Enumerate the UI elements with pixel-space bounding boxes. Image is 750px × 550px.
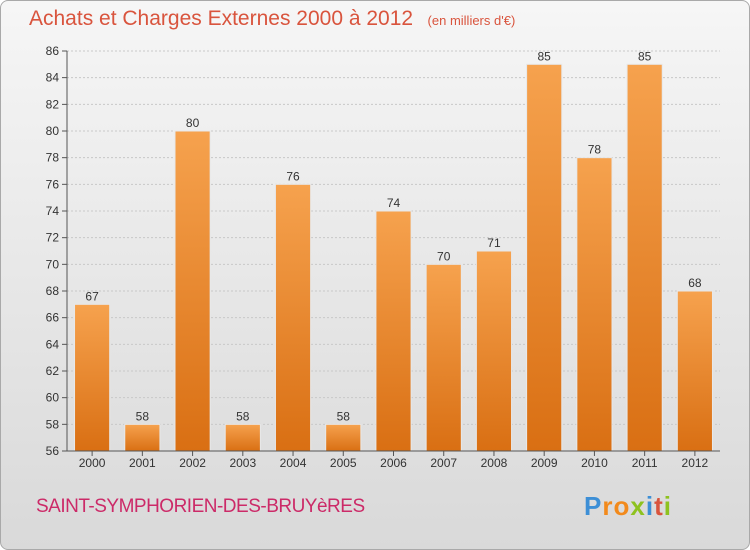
x-tick-label: 2004 (280, 456, 307, 470)
chart-subtitle: (en milliers d'€) (427, 13, 516, 28)
bar-2001 (124, 423, 161, 452)
x-tick-label: 2010 (581, 456, 608, 470)
x-tick-label: 2002 (179, 456, 206, 470)
y-tick-label: 72 (46, 231, 60, 245)
data-label-2007: 70 (437, 249, 451, 263)
y-tick-label: 58 (46, 417, 60, 431)
bar-2002 (174, 130, 211, 452)
x-tick-label: 2006 (380, 456, 407, 470)
data-label-2012: 68 (688, 276, 702, 290)
data-label-2009: 85 (538, 49, 552, 63)
x-tick-label: 2005 (330, 456, 357, 470)
logo-letter: t (654, 491, 664, 521)
y-tick-label: 76 (46, 177, 60, 191)
bar-2007 (425, 263, 462, 452)
proxiti-logo: Proxiti (584, 491, 672, 522)
logo-letter: r (602, 491, 614, 521)
data-label-2003: 58 (236, 409, 250, 423)
y-tick-label: 74 (46, 204, 60, 218)
y-tick-label: 82 (46, 97, 60, 111)
title-row: Achats et Charges Externes 2000 à 2012 (… (29, 7, 515, 31)
bar-2009 (526, 63, 563, 452)
bar-2004 (274, 183, 312, 452)
y-tick-label: 80 (46, 124, 60, 138)
logo-letter: x (630, 491, 646, 521)
bar-2012 (676, 290, 713, 452)
x-tick-label: 2003 (229, 456, 256, 470)
bars: 67 58 80 58 76 58 74 70 71 85 78 85 68 (74, 49, 713, 452)
bar-2011 (626, 63, 663, 452)
y-tick-label: 66 (46, 311, 60, 325)
logo-letter: i (663, 491, 672, 521)
logo-letter: i (645, 491, 655, 521)
bar-2003 (224, 423, 261, 452)
x-tick-label: 2012 (682, 456, 709, 470)
bar-2000 (74, 303, 111, 452)
data-label-2001: 58 (136, 409, 150, 423)
y-tick-label: 56 (46, 444, 60, 458)
data-label-2004: 76 (286, 169, 300, 183)
town-name: SAINT-SYMPHORIEN-DES-BRUYèRES (36, 496, 365, 517)
x-tick-label: 2008 (481, 456, 508, 470)
data-label-2005: 58 (337, 409, 351, 423)
y-tick-label: 60 (46, 391, 60, 405)
logo-letter: P (584, 491, 603, 521)
bar-2008 (475, 250, 513, 452)
y-tick-label: 84 (46, 71, 60, 85)
data-label-2002: 80 (186, 116, 200, 130)
chart-title: Achats et Charges Externes 2000 à 2012 (29, 7, 414, 30)
y-tick-label: 62 (46, 364, 60, 378)
bar-2010 (576, 157, 613, 452)
y-tick-label: 64 (46, 337, 60, 351)
data-label-2011: 85 (638, 49, 652, 63)
x-tick-label: 2000 (79, 456, 106, 470)
bar-2005 (325, 423, 362, 452)
bar-2006 (375, 210, 412, 452)
y-tick-label: 78 (46, 151, 60, 165)
data-label-2000: 67 (85, 289, 99, 303)
x-tick-label: 2007 (430, 456, 457, 470)
data-label-2006: 74 (387, 196, 401, 210)
data-label-2008: 71 (487, 236, 501, 250)
x-tick-label: 2009 (531, 456, 558, 470)
data-label-2010: 78 (588, 143, 602, 157)
y-tick-label: 70 (46, 257, 60, 271)
y-tick-label: 68 (46, 284, 60, 298)
x-tick-label: 2011 (632, 456, 658, 470)
axes: 56 58 60 62 64 66 68 70 72 74 76 78 80 82 84 86 2000 2001… (46, 44, 720, 470)
y-tick-label: 86 (46, 44, 60, 58)
x-tick-label: 2001 (129, 456, 156, 470)
logo-letter: o (613, 491, 631, 521)
